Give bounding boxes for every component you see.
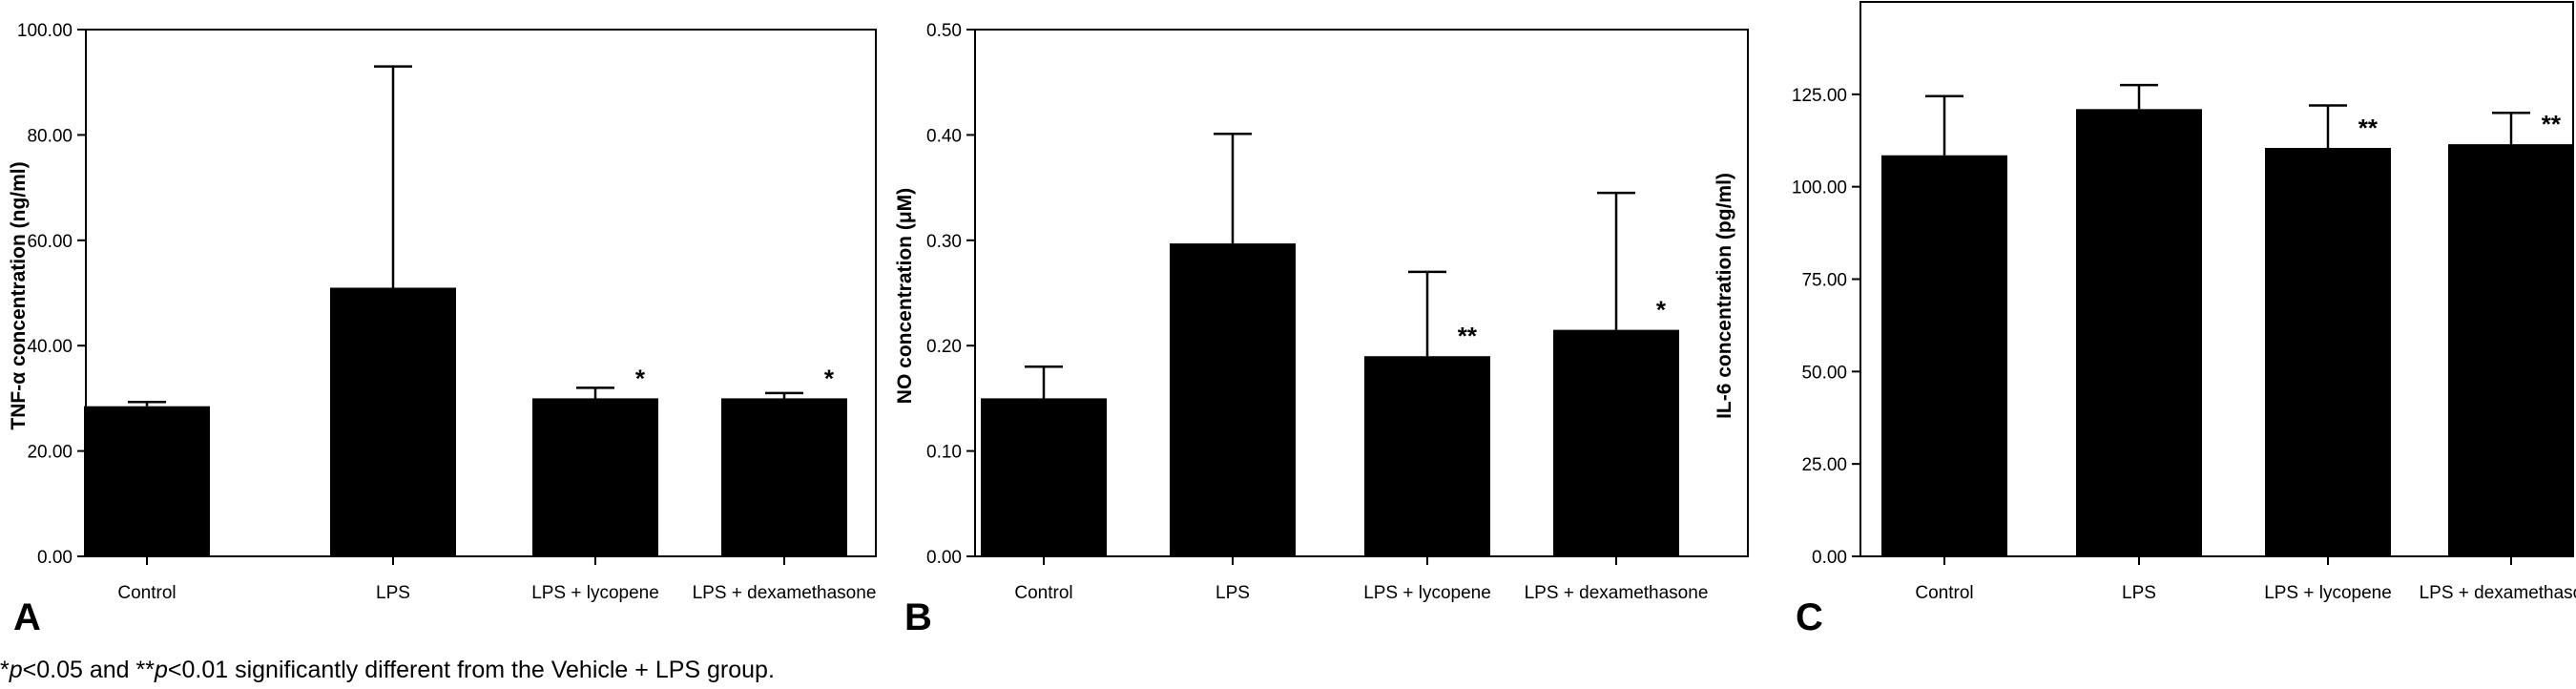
chart-panel-a: 0.00 20.00 40.00 60.00 80.00 100.00 TNF-α conc…	[8, 21, 877, 638]
bar-lps-dexamethasone	[1553, 329, 1679, 556]
category-label: LPS + lycopene	[531, 583, 659, 603]
significance-marker: *	[824, 364, 835, 392]
category-label: LPS + dexamethasone	[693, 583, 877, 603]
bar-lps-lycopene	[1364, 356, 1490, 556]
y-tick-label: 40.00	[27, 337, 73, 357]
y-tick-label: 50.00	[1801, 363, 1847, 383]
chart-panel-b: 0.00 0.10 0.20 0.30 0.40 0.50 NO concentration…	[894, 21, 1749, 638]
bar-control	[1881, 155, 2007, 556]
plot-frame	[974, 29, 1749, 557]
y-tick-label: 0.30	[926, 232, 962, 252]
significance-marker: **	[1458, 322, 1478, 350]
y-tick-label: 20.00	[27, 443, 73, 463]
y-tick-label: 60.00	[27, 232, 73, 252]
category-label: LPS + dexamethasone	[2420, 583, 2576, 603]
category-label: LPS	[2122, 583, 2156, 603]
category-label: LPS + lycopene	[2264, 583, 2392, 603]
y-tick-label: 0.00	[926, 548, 962, 568]
bar-control	[84, 406, 210, 556]
y-tick-label: 100.00	[17, 21, 73, 41]
y-tick-label: 0.20	[926, 337, 962, 357]
bar-lps-lycopene	[2265, 147, 2391, 556]
category-label: Control	[117, 583, 176, 603]
category-label: Control	[1014, 583, 1072, 603]
chart-panel-c: 0.00 25.00 50.00 75.00 100.00 125.00 IL-6 conc…	[1714, 1, 2576, 638]
significance-marker: **	[2542, 110, 2562, 138]
bar-lps	[1170, 243, 1296, 556]
y-axis-label: IL-6 concentration (pg/ml)	[1714, 173, 1735, 419]
category-label: LPS + lycopene	[1363, 583, 1491, 603]
bar-lps-dexamethasone	[721, 398, 847, 556]
footnote: *p<0.05 and **p<0.01 significantly diffe…	[0, 657, 775, 683]
panel-letter: C	[1796, 596, 1823, 638]
y-tick-label: 0.00	[1812, 548, 1847, 568]
significance-marker: *	[1656, 296, 1667, 324]
bar-lps	[330, 287, 456, 556]
y-tick-label: 0.50	[926, 21, 962, 41]
category-label: Control	[1915, 583, 1973, 603]
panel-letter: B	[904, 596, 932, 638]
y-axis-label: TNF-α concentration (ng/ml)	[8, 161, 30, 429]
y-tick-label: 125.00	[1792, 86, 1847, 106]
bar-lps-dexamethasone	[2448, 144, 2574, 556]
y-tick-label: 0.10	[926, 443, 962, 463]
significance-marker: **	[2358, 114, 2379, 142]
plot-frame	[85, 29, 877, 557]
bar-control	[981, 398, 1107, 556]
y-tick-label: 80.00	[27, 126, 73, 146]
panel-letter: A	[13, 596, 41, 638]
category-label: LPS	[376, 583, 410, 603]
y-tick-label: 75.00	[1801, 271, 1847, 291]
bar-lps-lycopene	[532, 398, 658, 556]
y-tick-label: 25.00	[1801, 455, 1847, 475]
significance-marker: *	[635, 364, 646, 392]
y-tick-label: 0.00	[37, 548, 73, 568]
y-axis-label: NO concentration (μM)	[894, 188, 916, 404]
category-label: LPS + dexamethasone	[1525, 583, 1709, 603]
category-label: LPS	[1215, 583, 1250, 603]
y-tick-label: 100.00	[1792, 178, 1847, 198]
y-tick-label: 0.40	[926, 126, 962, 146]
bar-lps	[2076, 109, 2202, 557]
